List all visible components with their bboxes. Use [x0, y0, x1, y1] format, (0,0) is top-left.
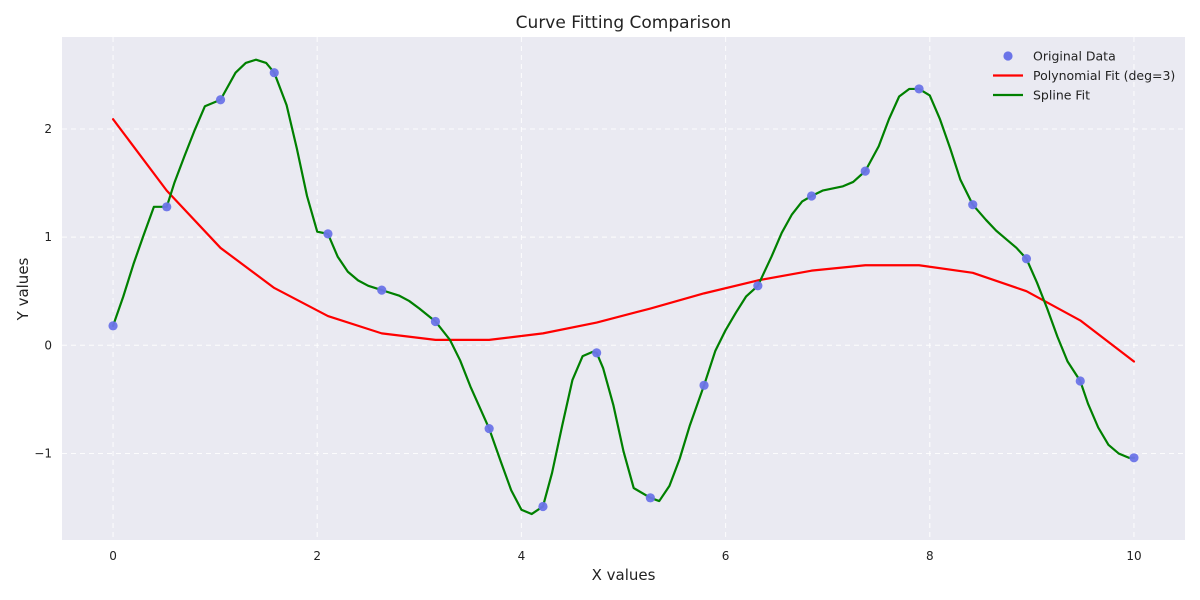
data-point — [860, 166, 870, 176]
legend-label: Original Data — [1033, 49, 1116, 64]
data-point — [753, 281, 763, 291]
data-point — [162, 202, 172, 212]
ticks: 0 2 4 6 8 10 −1 0 1 2 — [34, 122, 1141, 563]
data-point — [538, 501, 548, 512]
x-tick-label: 4 — [518, 549, 526, 563]
data-point — [215, 95, 226, 105]
data-point — [323, 229, 333, 239]
x-tick-label: 8 — [926, 549, 934, 563]
legend-marker-original-data — [1003, 51, 1013, 61]
data-point — [1129, 453, 1139, 463]
data-point — [645, 493, 655, 503]
data-point — [1075, 376, 1085, 386]
data-point — [377, 285, 387, 295]
data-point — [592, 348, 602, 358]
legend: Original Data Polynomial Fit (deg=3) Splin… — [993, 49, 1175, 103]
y-axis-label: Y values — [14, 257, 32, 321]
series-layer — [108, 58, 1139, 516]
x-axis-label: X values — [592, 566, 656, 584]
x-tick-label: 0 — [109, 549, 117, 563]
data-point — [806, 191, 817, 201]
legend-label: Polynomial Fit (deg=3) — [1033, 68, 1175, 83]
data-point — [699, 380, 709, 390]
y-tick-label: −1 — [34, 446, 52, 460]
legend-label: Spline Fit — [1033, 88, 1090, 103]
y-tick-label: 1 — [44, 230, 52, 244]
chart-title: Curve Fitting Comparison — [516, 13, 732, 33]
x-tick-label: 10 — [1126, 549, 1141, 563]
data-point — [1021, 254, 1032, 264]
data-point — [108, 321, 118, 331]
y-tick-label: 2 — [44, 122, 52, 136]
series-line-polynomial-fit — [111, 118, 1136, 363]
x-tick-label: 2 — [313, 549, 321, 563]
data-point — [484, 423, 494, 434]
data-point — [430, 316, 441, 327]
y-tick-label: 0 — [44, 338, 52, 352]
plot-area — [62, 37, 1185, 540]
data-point — [269, 68, 279, 78]
data-point — [914, 84, 924, 94]
x-tick-label: 6 — [722, 549, 730, 563]
data-point — [968, 200, 978, 210]
